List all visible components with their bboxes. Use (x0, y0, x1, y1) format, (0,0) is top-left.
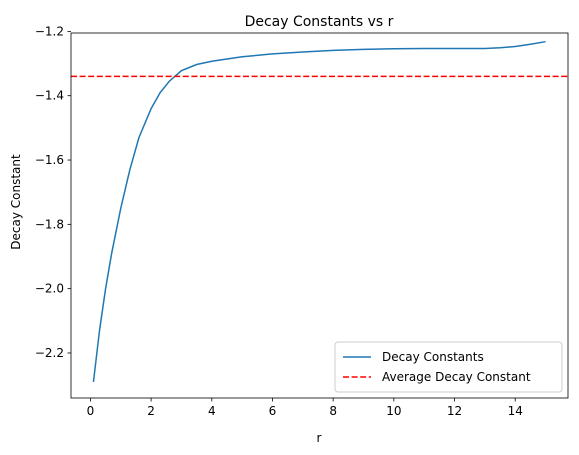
legend-box (334, 341, 563, 393)
y-tick-label: −1.6 (35, 153, 64, 167)
plot-area (71, 40, 568, 383)
x-tick-label: 12 (447, 404, 462, 418)
chart-title: Decay Constants vs r (245, 14, 394, 30)
x-tick-label: 0 (87, 404, 95, 418)
x-tick-label: 4 (208, 404, 216, 418)
x-tick-label: 8 (329, 404, 337, 418)
y-tick-label: −2.2 (35, 346, 64, 360)
y-tick-label: −2.0 (35, 282, 64, 296)
y-tick-label: −1.2 (35, 24, 64, 38)
axes-frame (70, 32, 569, 399)
x-tick-label: 10 (386, 404, 401, 418)
legend: Decay Constants Average Decay Constant (334, 341, 563, 393)
legend-entry-label: Decay Constants (382, 350, 484, 364)
y-axis-label: Decay Constant (9, 154, 23, 250)
x-axis-label: r (317, 431, 322, 445)
x-tick-label: 14 (508, 404, 523, 418)
y-tick-label: −1.8 (35, 217, 64, 231)
x-tick-label: 6 (269, 404, 277, 418)
axes: 0 2 4 6 8 10 12 14 −2.2 −2.0 −1.8 −1.6 −1.4 −1.2 (35, 24, 569, 418)
x-tick-label: 2 (147, 404, 155, 418)
y-tick-label: −1.4 (35, 89, 64, 103)
legend-entry-label: Average Decay Constant (382, 370, 531, 384)
series-line-decay-constants (92, 40, 546, 383)
